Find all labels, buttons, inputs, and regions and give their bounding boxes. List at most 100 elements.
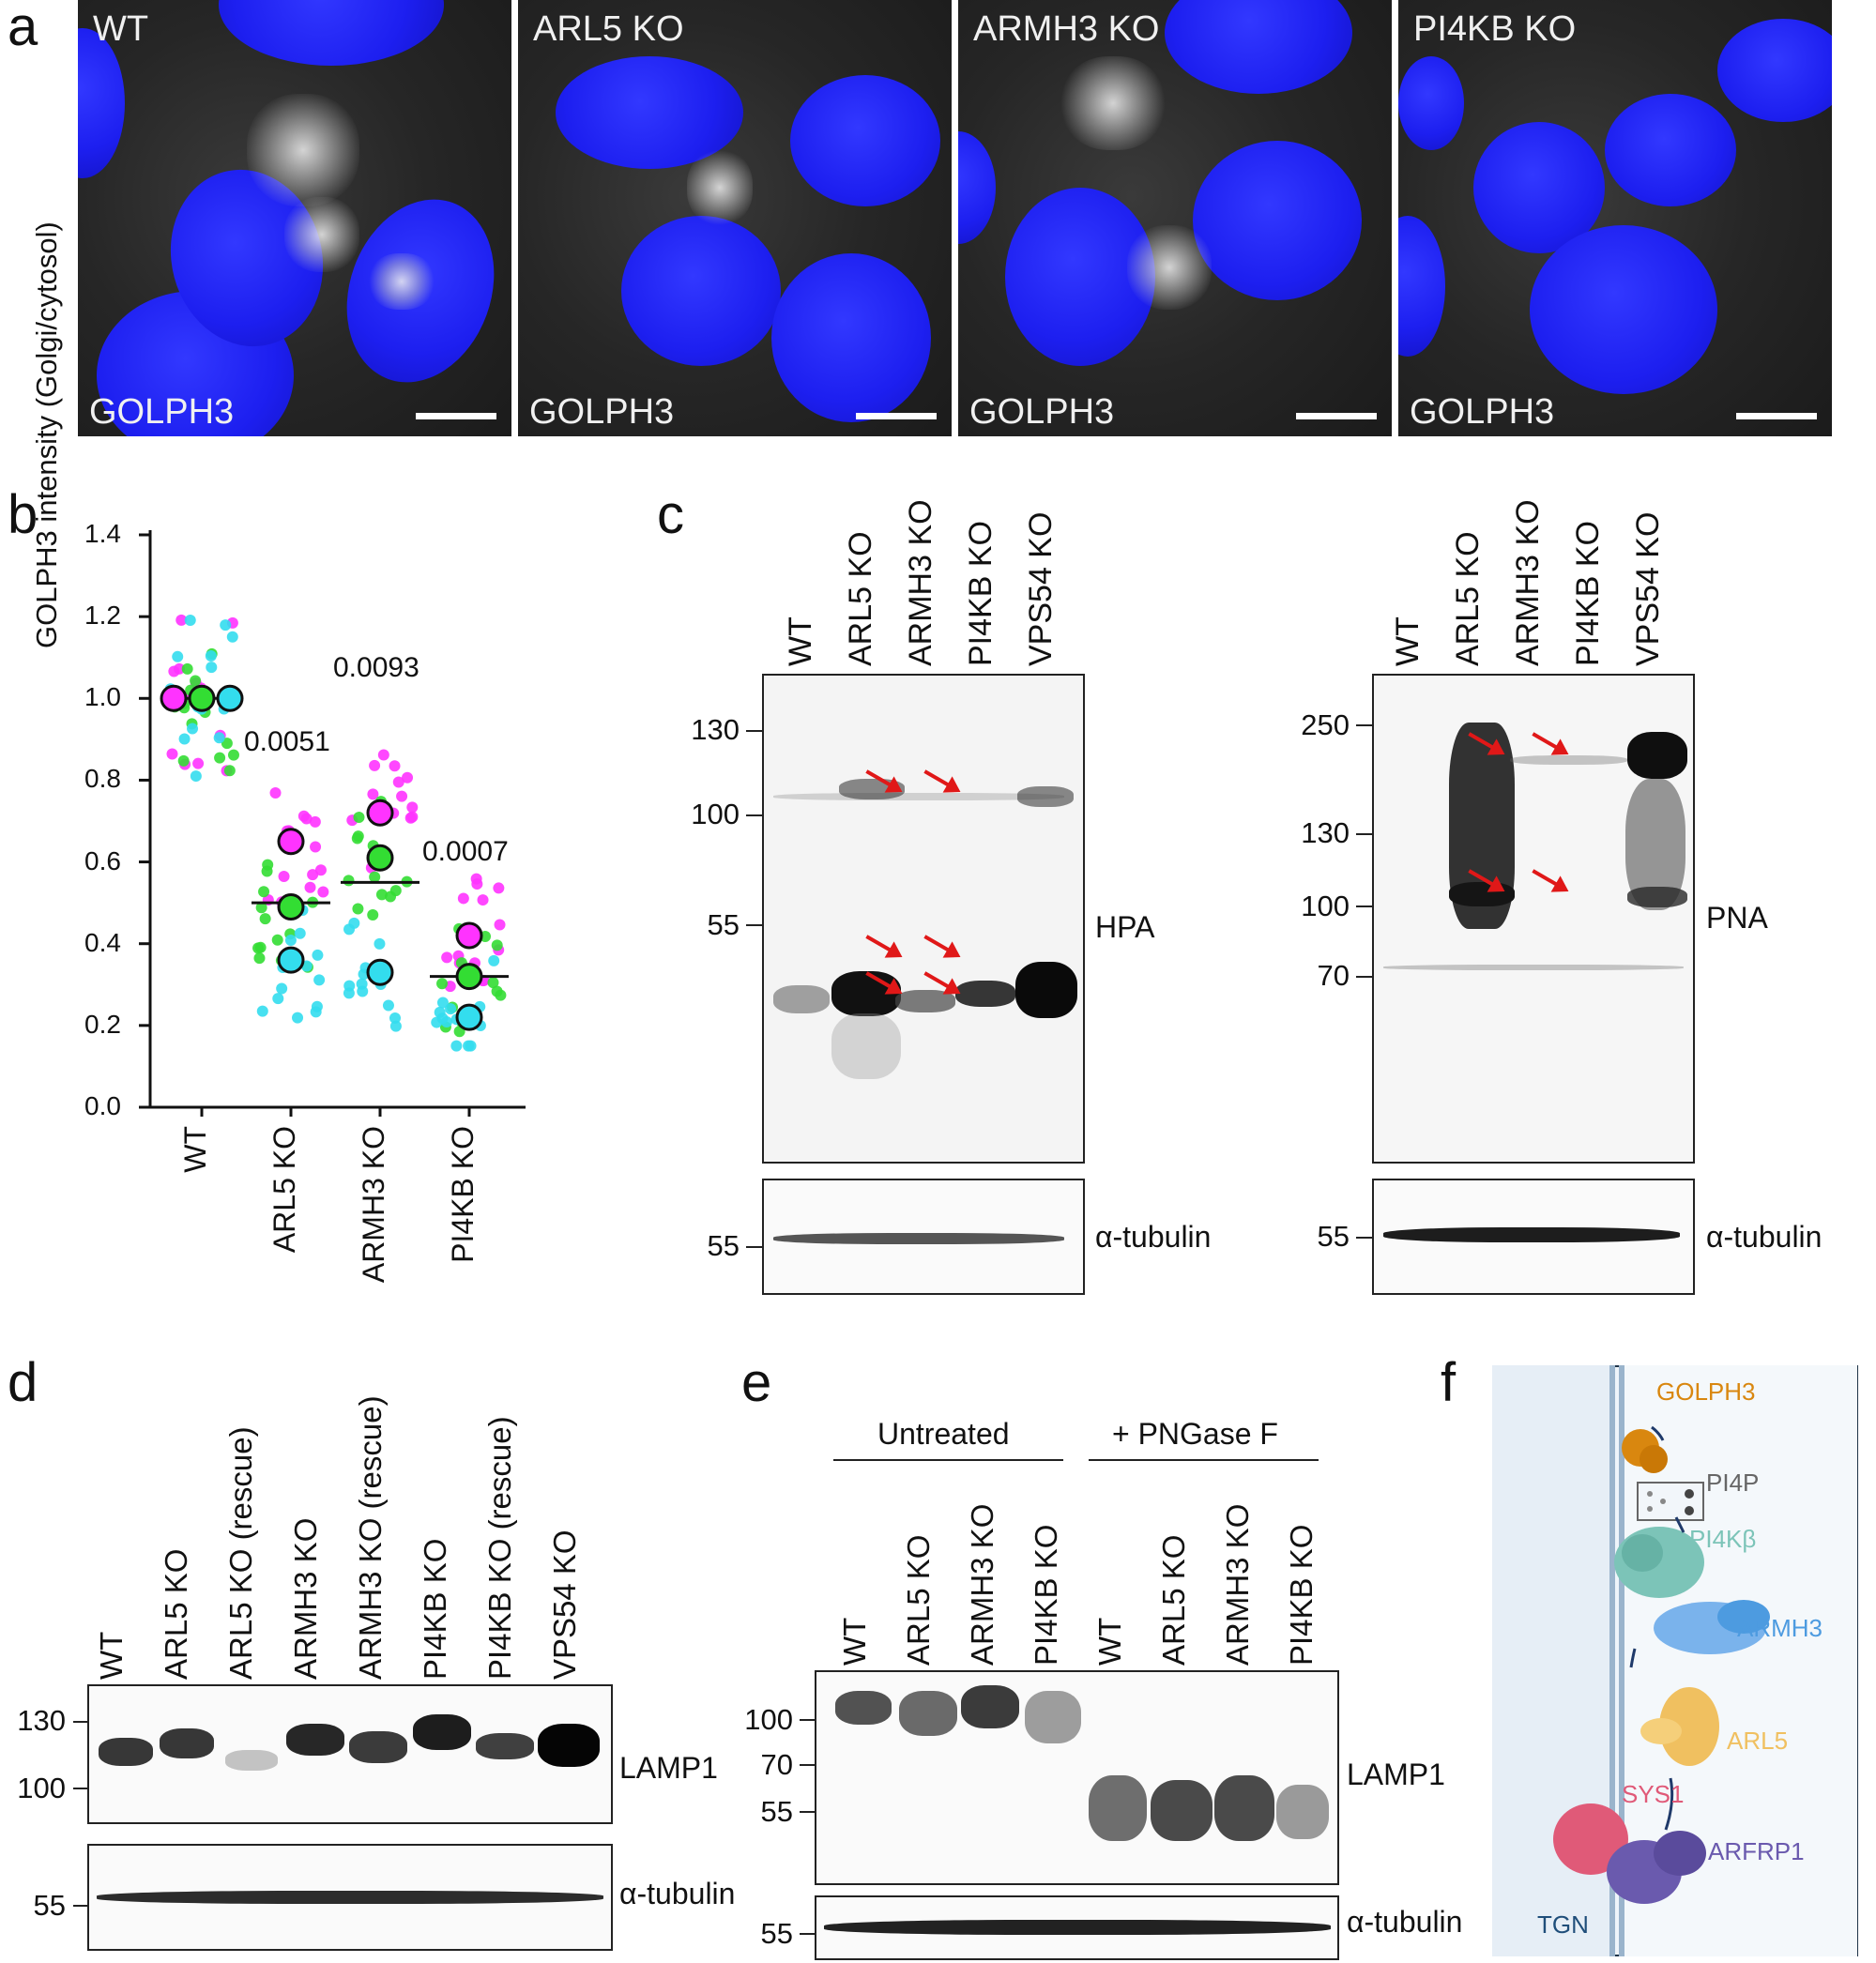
cell-point: [367, 788, 379, 800]
cell-point: [192, 757, 205, 769]
cell-point: [261, 865, 273, 877]
cell-point: [304, 881, 316, 893]
lane-label: ARL5 KO: [1156, 1534, 1191, 1666]
marker-250: 250: [1301, 708, 1350, 741]
tubulin-label: α-tubulin: [1095, 1220, 1212, 1254]
cell-point: [494, 919, 506, 931]
lane-label: VPS54 KO: [1630, 511, 1666, 666]
pna-label: PNA: [1706, 901, 1768, 935]
cell-point: [389, 1020, 402, 1032]
marker-130: 130: [691, 713, 740, 746]
cell-point: [187, 723, 199, 735]
cell-point: [223, 765, 236, 777]
scale-bar: [1296, 413, 1377, 419]
replicate-mean-point: [455, 1003, 483, 1031]
lane-label: ARMH3 KO: [903, 499, 938, 666]
panel-label-e: e: [741, 1352, 772, 1413]
cell-point: [312, 949, 324, 961]
cell-point: [450, 1040, 463, 1052]
cell-point: [174, 662, 186, 675]
cell-point: [377, 749, 389, 761]
lane-label: ARMH3 KO: [288, 1517, 323, 1680]
tubulin-blot-d: [87, 1844, 613, 1951]
lane-label: ARL5 KO: [901, 1534, 936, 1666]
marker-100: 100: [691, 798, 740, 830]
cell-point: [214, 752, 226, 764]
replicate-mean-point: [277, 893, 305, 921]
cell-point: [406, 811, 419, 823]
cell-point: [220, 619, 232, 632]
cell-point: [178, 733, 191, 745]
cell-point: [343, 980, 356, 992]
tubulin-blot-c-right: [1372, 1179, 1695, 1295]
cell-point: [181, 662, 193, 675]
replicate-mean-point: [277, 828, 305, 856]
cell-point: [488, 954, 500, 966]
cell-point: [256, 1005, 268, 1017]
micrograph-wt: WT GOLPH3: [78, 0, 511, 436]
cell-point: [369, 759, 381, 771]
cell-point: [292, 1012, 304, 1024]
cell-point: [389, 760, 401, 772]
tubulin-label: α-tubulin: [1706, 1220, 1823, 1254]
cell-point: [272, 993, 284, 1005]
tubulin-blot-e: [815, 1895, 1339, 1960]
cell-point: [278, 871, 290, 883]
cell-point: [402, 771, 414, 784]
y-tick-label: 0.2: [84, 1009, 121, 1039]
cell-point: [284, 934, 297, 946]
cell-point: [175, 614, 188, 626]
marker-100: 100: [744, 1703, 793, 1736]
cell-point: [258, 886, 270, 898]
lane-label: WT: [783, 616, 818, 666]
cell-point: [445, 1003, 457, 1015]
untreated-bracket: [833, 1459, 1063, 1461]
cell-point: [375, 889, 388, 901]
micrograph-stain-label: GOLPH3: [529, 392, 675, 432]
marker-70: 70: [760, 1748, 793, 1781]
cell-point: [190, 770, 202, 783]
cell-point: [269, 786, 282, 799]
cell-point: [436, 997, 449, 1009]
marker-55: 55: [760, 1795, 793, 1828]
lane-label: ARMH3 KO (rescue): [353, 1395, 388, 1680]
y-tick-label: 1.0: [84, 682, 121, 712]
tubulin-label: α-tubulin: [619, 1877, 736, 1910]
arfrp1-label: ARFRP1: [1708, 1837, 1805, 1865]
micrograph-stain-label: GOLPH3: [969, 392, 1115, 432]
cell-point: [206, 662, 218, 674]
golph3-recruitment-diagram: [1492, 1365, 1858, 1956]
panel-label-b: b: [8, 484, 38, 545]
micrograph-title: ARMH3 KO: [973, 9, 1160, 49]
panel-label-f: f: [1441, 1352, 1457, 1413]
arl5-label: ARL5: [1727, 1727, 1789, 1755]
pngase-bracket: [1089, 1459, 1319, 1461]
replicate-mean-point: [188, 684, 216, 712]
cell-point: [406, 801, 419, 814]
cell-point: [297, 810, 310, 822]
cell-point: [314, 864, 327, 876]
micrograph-armh3-ko: ARMH3 KO GOLPH3: [958, 0, 1392, 436]
untreated-label: Untreated: [877, 1417, 1010, 1451]
scale-bar: [1736, 413, 1817, 419]
cell-point: [493, 882, 505, 894]
micrograph-stain-label: GOLPH3: [1410, 392, 1555, 432]
cell-point: [463, 1040, 475, 1052]
micrograph-title: WT: [93, 9, 149, 49]
p-value-label: 0.0051: [244, 725, 330, 757]
replicate-mean-point: [216, 684, 244, 712]
panel-label-c: c: [657, 484, 684, 545]
y-tick-label: 0.0: [84, 1091, 121, 1120]
marker-100: 100: [17, 1772, 66, 1804]
cell-point: [382, 999, 394, 1012]
lane-label: PI4KB KO: [1284, 1524, 1319, 1666]
lane-label: PI4KB KO: [963, 521, 999, 666]
lane-label: PI4KB KO (rescue): [482, 1416, 517, 1680]
pngase-label: + PNGase F: [1112, 1417, 1278, 1451]
cell-point: [190, 675, 202, 687]
cell-point: [309, 815, 321, 828]
scale-bar: [416, 413, 496, 419]
cell-point: [374, 937, 386, 950]
cell-point: [310, 841, 322, 853]
cell-point: [226, 631, 238, 643]
